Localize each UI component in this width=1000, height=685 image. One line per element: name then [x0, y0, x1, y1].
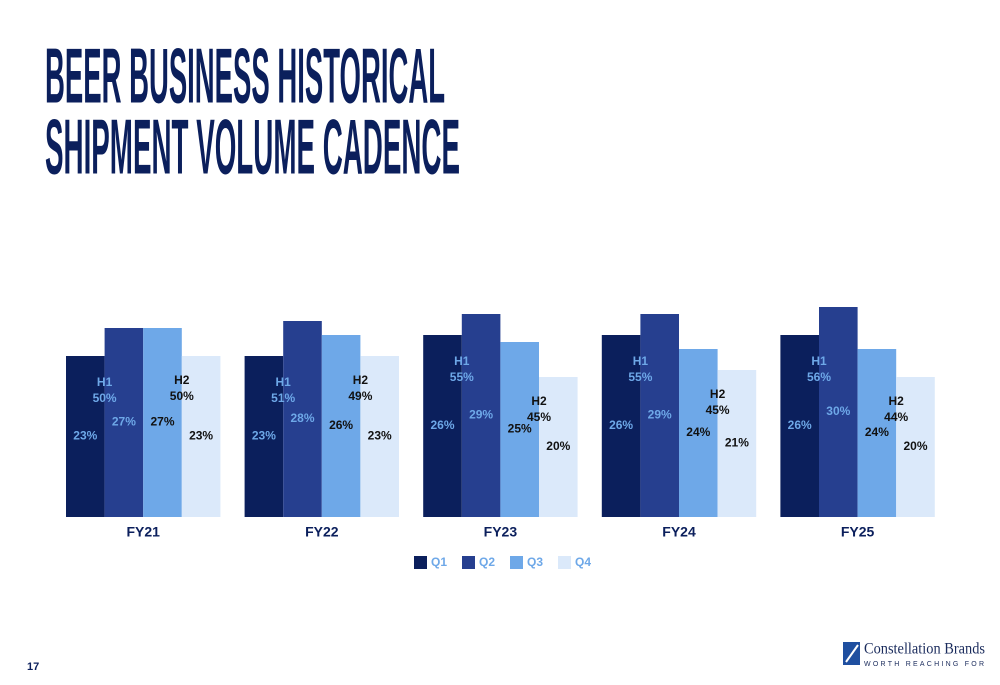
half-name: H1 — [454, 354, 470, 368]
x-tick-label: FY24 — [662, 524, 696, 540]
data-label: 27% — [150, 415, 174, 429]
legend-label: Q3 — [527, 555, 543, 569]
data-label: 20% — [903, 439, 927, 453]
half-label: 50% — [170, 389, 194, 403]
bar — [857, 349, 897, 517]
legend-swatch — [510, 556, 523, 569]
bar — [104, 328, 144, 517]
legend-label: Q1 — [431, 555, 447, 569]
bar — [500, 342, 539, 517]
logo-name: Constellation Brands — [864, 641, 985, 658]
half-name: H1 — [811, 354, 827, 368]
half-name: H2 — [710, 387, 726, 401]
bar — [244, 356, 284, 517]
data-label: 26% — [788, 418, 812, 432]
bar — [780, 335, 819, 517]
bar — [896, 377, 935, 517]
bar — [423, 335, 462, 517]
data-label: 26% — [430, 418, 454, 432]
half-name: H2 — [174, 373, 190, 387]
half-name: H2 — [889, 394, 905, 408]
half-label: 44% — [884, 410, 908, 424]
data-label: 27% — [112, 415, 136, 429]
half-name: H2 — [353, 373, 369, 387]
bar — [819, 307, 858, 517]
data-label: 28% — [290, 411, 314, 425]
data-label: 23% — [73, 429, 97, 443]
half-name: H2 — [531, 394, 547, 408]
bar — [181, 356, 221, 517]
bar — [66, 356, 105, 517]
legend-swatch — [462, 556, 475, 569]
half-label: 50% — [93, 391, 117, 405]
data-label: 23% — [189, 429, 213, 443]
legend-label: Q2 — [479, 555, 495, 569]
half-label: 51% — [271, 391, 295, 405]
x-tick-label: FY21 — [126, 524, 160, 540]
half-name: H1 — [276, 375, 292, 389]
legend-label: Q4 — [575, 555, 591, 569]
logo: Constellation Brands WORTH REACHING FOR — [843, 641, 985, 668]
bar — [679, 349, 718, 517]
x-tick-label: FY23 — [484, 524, 518, 540]
data-label: 29% — [469, 408, 493, 422]
half-label: 55% — [628, 370, 652, 384]
page-number: 17 — [27, 661, 39, 673]
bar — [717, 370, 757, 517]
bar — [321, 335, 361, 517]
legend-swatch — [558, 556, 571, 569]
bar — [461, 314, 501, 517]
half-name: H1 — [633, 354, 649, 368]
half-label: 49% — [348, 389, 372, 403]
data-label: 23% — [368, 429, 392, 443]
data-label: 24% — [686, 425, 710, 439]
x-tick-label: FY25 — [841, 524, 875, 540]
bar — [640, 314, 679, 517]
data-label: 29% — [648, 408, 672, 422]
half-name: H1 — [97, 375, 113, 389]
logo-icon-star — [845, 644, 859, 663]
slide-title: BEER BUSINESS HISTORICAL — [45, 32, 445, 120]
half-label: 55% — [450, 370, 474, 384]
bar — [601, 335, 641, 517]
data-label: 30% — [826, 404, 850, 418]
bar — [539, 377, 578, 517]
half-label: 56% — [807, 370, 831, 384]
data-label: 21% — [725, 436, 749, 450]
half-label: 45% — [706, 403, 730, 417]
slide-title: SHIPMENT VOLUME CADENCE — [45, 103, 460, 191]
x-tick-label: FY22 — [305, 524, 339, 540]
bar — [143, 328, 182, 517]
data-label: 26% — [609, 418, 633, 432]
bar — [283, 321, 322, 517]
bar — [360, 356, 399, 517]
data-label: 25% — [508, 422, 532, 436]
legend-swatch — [414, 556, 427, 569]
data-label: 26% — [329, 418, 353, 432]
data-label: 20% — [546, 439, 570, 453]
data-label: 23% — [252, 429, 276, 443]
logo-tagline: WORTH REACHING FOR — [864, 661, 984, 668]
half-label: 45% — [527, 410, 551, 424]
data-label: 24% — [865, 425, 889, 439]
